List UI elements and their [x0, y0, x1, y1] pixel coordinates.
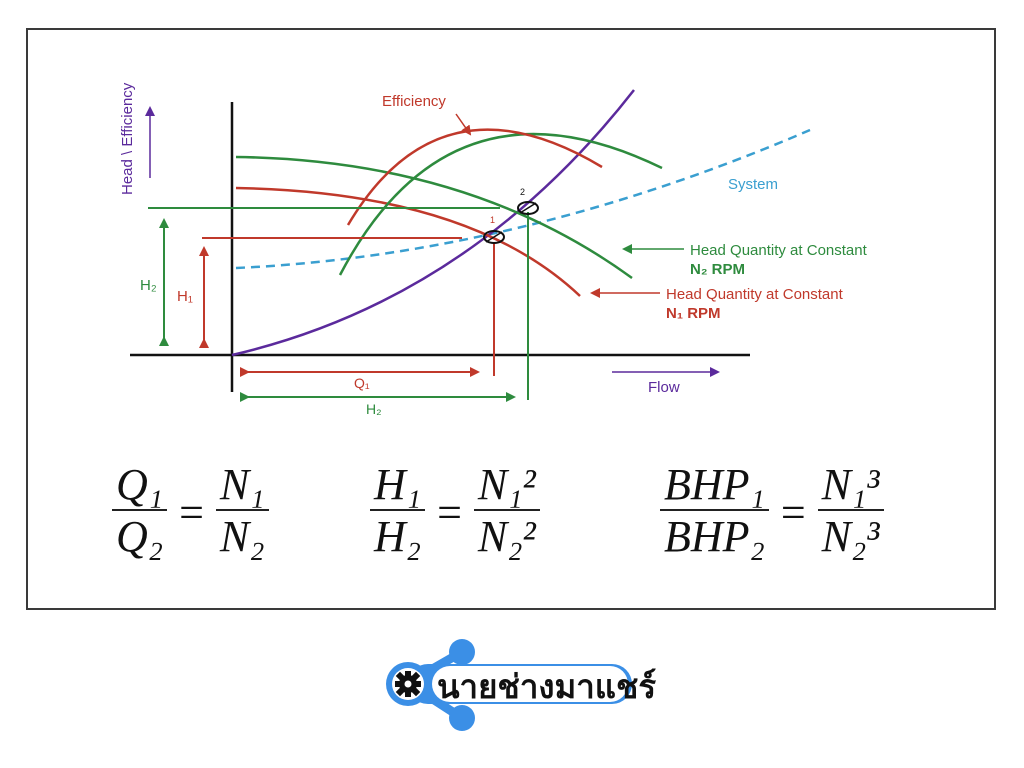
h2-denominator: H₂: [374, 512, 422, 561]
efficiency-curve-n1: [346, 128, 603, 226]
flow-label: Flow: [648, 379, 680, 396]
system-curve: [235, 128, 811, 270]
q1-label: Q₁: [354, 375, 370, 391]
efficiency-curve-n2: [338, 132, 663, 276]
point-2-label: 2: [520, 187, 525, 197]
brand-name: นายช่างมาแชร์: [437, 667, 657, 706]
gear-icon: [395, 671, 421, 697]
equals-sign: =: [780, 487, 806, 537]
operating-point-1: [483, 230, 505, 244]
h2-bottom-label: H₂: [366, 401, 382, 417]
n2-cubed-denominator: N₂³: [821, 512, 880, 561]
diagram-frame: [26, 28, 996, 610]
bhp2-denominator: BHP₂: [664, 512, 765, 561]
formula-power: BHP₁ BHP₂ = N₁³ N₂³: [660, 462, 884, 562]
brand-logo: [386, 639, 632, 731]
operating-point-2-cross: [519, 202, 537, 214]
n1-squared-numerator: N₁²: [473, 463, 540, 511]
equals-sign: =: [179, 487, 204, 537]
h1-left-label: H₁: [177, 288, 193, 305]
n2-denominator: N₂: [219, 512, 265, 561]
operating-point-2: [517, 201, 539, 215]
q2-denominator: Q₂: [116, 512, 164, 561]
q1-numerator: Q₁: [112, 463, 168, 511]
affinity-parabola: [231, 89, 635, 357]
efficiency-label: Efficiency: [382, 93, 446, 110]
n2-squared-denominator: N₂²: [477, 512, 536, 561]
formula-head: H₁ H₂ = N₁² N₂²: [370, 462, 540, 562]
n1-curve-label-line1: Head Quantity at Constant: [666, 286, 844, 303]
operating-point-1-cross: [485, 231, 503, 243]
n1-numerator: N₁: [215, 463, 269, 511]
network-node-bottom: [449, 705, 475, 731]
efficiency-pointer: [455, 113, 472, 136]
n2-curve-label-line1: Head Quantity at Constant: [690, 242, 868, 259]
flow-fraction-right: N₁ N₂: [215, 463, 269, 561]
bhp1-numerator: BHP₁: [660, 463, 769, 511]
point-1-label: 1: [490, 215, 495, 225]
formula-flow: Q₁ Q₂ = N₁ N₂: [112, 462, 269, 562]
head-fraction-right: N₁² N₂²: [473, 463, 540, 561]
power-fraction-right: N₁³ N₂³: [817, 463, 884, 561]
head-curve-n1: [235, 186, 581, 297]
n1-cubed-numerator: N₁³: [817, 463, 884, 511]
system-label: System: [728, 176, 778, 193]
network-node-top: [449, 639, 475, 665]
flow-fraction-left: Q₁ Q₂: [112, 463, 168, 561]
n2-curve-label-line2: N₂ RPM: [690, 261, 745, 278]
equals-sign: =: [437, 487, 462, 537]
n1-curve-label-line2: N₁ RPM: [666, 305, 721, 322]
y-axis-label: Head \ Efficiency: [119, 82, 136, 195]
head-curve-n2: [235, 155, 633, 280]
head-fraction-left: H₁ H₂: [370, 463, 426, 561]
h2-left-label: H₂: [140, 277, 157, 294]
h1-numerator: H₁: [370, 463, 426, 511]
power-fraction-left: BHP₁ BHP₂: [660, 463, 769, 561]
